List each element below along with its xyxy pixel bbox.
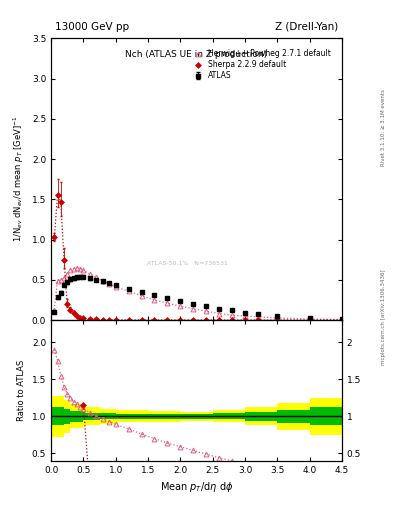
Sherpa 2.2.9 default: [126, 317, 131, 323]
Text: 13000 GeV pp: 13000 GeV pp: [55, 22, 129, 32]
Herwig++ Powheg 2.7.1 default: [55, 278, 60, 284]
Text: Z (Drell-Yan): Z (Drell-Yan): [275, 22, 338, 32]
Sherpa 2.2.9 default: [152, 317, 157, 323]
Herwig++ Powheg 2.7.1 default: [340, 316, 344, 323]
Herwig++ Powheg 2.7.1 default: [217, 310, 222, 316]
Sherpa 2.2.9 default: [191, 317, 196, 323]
Sherpa 2.2.9 default: [242, 317, 247, 323]
Herwig++ Powheg 2.7.1 default: [59, 276, 63, 283]
Sherpa 2.2.9 default: [275, 317, 280, 323]
Herwig++ Powheg 2.7.1 default: [275, 315, 280, 321]
Y-axis label: 1/N$_{ev}$ dN$_{ev}$/d mean $p_T$ [GeV]$^{-1}$: 1/N$_{ev}$ dN$_{ev}$/d mean $p_T$ [GeV]$…: [12, 116, 26, 243]
Sherpa 2.2.9 default: [307, 317, 312, 323]
Herwig++ Powheg 2.7.1 default: [75, 265, 79, 271]
Sherpa 2.2.9 default: [59, 199, 63, 205]
Legend: Herwig++ Powheg 2.7.1 default, Sherpa 2.2.9 default, ATLAS: Herwig++ Powheg 2.7.1 default, Sherpa 2.…: [189, 48, 332, 82]
Sherpa 2.2.9 default: [230, 317, 234, 323]
Sherpa 2.2.9 default: [52, 234, 57, 240]
Herwig++ Powheg 2.7.1 default: [88, 271, 92, 277]
Sherpa 2.2.9 default: [340, 317, 344, 323]
Y-axis label: Ratio to ATLAS: Ratio to ATLAS: [17, 360, 26, 421]
Herwig++ Powheg 2.7.1 default: [165, 300, 170, 306]
Herwig++ Powheg 2.7.1 default: [78, 265, 83, 271]
Sherpa 2.2.9 default: [81, 315, 86, 322]
Herwig++ Powheg 2.7.1 default: [101, 278, 105, 284]
Herwig++ Powheg 2.7.1 default: [113, 284, 118, 290]
Herwig++ Powheg 2.7.1 default: [94, 274, 99, 281]
Herwig++ Powheg 2.7.1 default: [62, 275, 66, 281]
X-axis label: Mean $p_T$/d$\eta$ d$\phi$: Mean $p_T$/d$\eta$ d$\phi$: [160, 480, 233, 494]
Sherpa 2.2.9 default: [101, 316, 105, 323]
Herwig++ Powheg 2.7.1 default: [178, 303, 183, 309]
Sherpa 2.2.9 default: [204, 317, 209, 323]
Herwig++ Powheg 2.7.1 default: [307, 316, 312, 322]
Sherpa 2.2.9 default: [94, 316, 99, 323]
Herwig++ Powheg 2.7.1 default: [191, 306, 196, 312]
Herwig++ Powheg 2.7.1 default: [152, 297, 157, 303]
Sherpa 2.2.9 default: [178, 317, 183, 323]
Sherpa 2.2.9 default: [72, 310, 76, 316]
Sherpa 2.2.9 default: [68, 307, 73, 313]
Sherpa 2.2.9 default: [217, 317, 222, 323]
Sherpa 2.2.9 default: [78, 314, 83, 321]
Sherpa 2.2.9 default: [55, 192, 60, 198]
Sherpa 2.2.9 default: [88, 316, 92, 322]
Herwig++ Powheg 2.7.1 default: [242, 313, 247, 319]
Sherpa 2.2.9 default: [107, 317, 112, 323]
Sherpa 2.2.9 default: [65, 301, 70, 307]
Herwig++ Powheg 2.7.1 default: [255, 314, 260, 320]
Text: Nch (ATLAS UE in Z production): Nch (ATLAS UE in Z production): [125, 50, 268, 59]
Herwig++ Powheg 2.7.1 default: [204, 308, 209, 314]
Herwig++ Powheg 2.7.1 default: [126, 288, 131, 294]
Herwig++ Powheg 2.7.1 default: [72, 265, 76, 271]
Sherpa 2.2.9 default: [255, 317, 260, 323]
Line: Herwig++ Powheg 2.7.1 default: Herwig++ Powheg 2.7.1 default: [52, 265, 344, 322]
Herwig++ Powheg 2.7.1 default: [68, 267, 73, 273]
Herwig++ Powheg 2.7.1 default: [230, 312, 234, 318]
Sherpa 2.2.9 default: [75, 313, 79, 319]
Sherpa 2.2.9 default: [62, 257, 66, 263]
Line: Sherpa 2.2.9 default: Sherpa 2.2.9 default: [52, 193, 344, 322]
Text: ATLAS-50.1%   N=736531: ATLAS-50.1% N=736531: [147, 261, 228, 266]
Herwig++ Powheg 2.7.1 default: [81, 267, 86, 273]
Sherpa 2.2.9 default: [139, 317, 144, 323]
Text: Rivet 3.1.10; ≥ 3.1M events: Rivet 3.1.10; ≥ 3.1M events: [381, 90, 386, 166]
Herwig++ Powheg 2.7.1 default: [139, 293, 144, 299]
Sherpa 2.2.9 default: [165, 317, 170, 323]
Herwig++ Powheg 2.7.1 default: [65, 271, 70, 277]
Text: mcplots.cern.ch [arXiv:1306.3436]: mcplots.cern.ch [arXiv:1306.3436]: [381, 270, 386, 365]
Herwig++ Powheg 2.7.1 default: [107, 281, 112, 287]
Herwig++ Powheg 2.7.1 default: [52, 307, 57, 313]
Sherpa 2.2.9 default: [113, 317, 118, 323]
